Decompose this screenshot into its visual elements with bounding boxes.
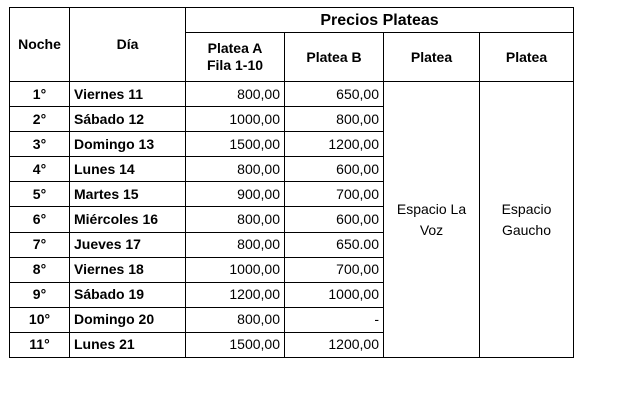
- cell-dia: Domingo 20: [69, 306, 186, 333]
- header-platea-c: Platea: [383, 32, 480, 82]
- table-row: 2° Sábado 12 1000,00 800,00: [9, 106, 574, 133]
- venue-espacio-gaucho-line2: Gaucho: [501, 221, 552, 238]
- table-row: 4° Lunes 14 800,00 600,00: [9, 156, 574, 183]
- cell-dia: Lunes 21: [69, 331, 186, 359]
- venue-espacio-la-voz-line1: Espacio La: [396, 200, 467, 217]
- cell-a: 800,00: [185, 306, 285, 333]
- cell-a: 1000,00: [185, 256, 285, 283]
- header-precios-plateas: Precios Plateas: [185, 7, 574, 33]
- table-row: 3° Domingo 13 1500,00 1200,00: [9, 131, 574, 158]
- table-row: 9° Sábado 19 1200,00 1000,00: [9, 281, 574, 308]
- cell-noche: 7°: [9, 231, 70, 258]
- cell-b: 600,00: [284, 206, 384, 233]
- table-row: 6° Miércoles 16 800,00 600,00: [9, 206, 574, 233]
- cell-dia: Miércoles 16: [69, 206, 186, 233]
- cell-b: 1200,00: [284, 131, 384, 158]
- cell-noche: 1°: [9, 80, 70, 108]
- cell-dia: Viernes 11: [69, 80, 186, 108]
- cell-dia: Domingo 13: [69, 131, 186, 158]
- cell-b: 800,00: [284, 106, 384, 133]
- venue-espacio-gaucho-line1: Espacio: [501, 200, 552, 217]
- cell-a: 900,00: [185, 181, 285, 208]
- cell-a: 1500,00: [185, 131, 285, 158]
- cell-a: 800,00: [185, 156, 285, 183]
- cell-noche: 3°: [9, 131, 70, 158]
- cell-b: 600,00: [284, 156, 384, 183]
- venue-espacio-la-voz-line2: Voz: [419, 221, 444, 238]
- cell-b: 700,00: [284, 181, 384, 208]
- cell-noche: 8°: [9, 256, 70, 283]
- cell-a: 1500,00: [185, 331, 285, 359]
- venue-espacio-la-voz: Espacio La Voz: [383, 80, 480, 359]
- cell-b: 650.00: [284, 231, 384, 258]
- cell-dia: Sábado 19: [69, 281, 186, 308]
- cell-a: 800,00: [185, 206, 285, 233]
- cell-b: 1000,00: [284, 281, 384, 308]
- table-row: 8° Viernes 18 1000,00 700,00: [9, 256, 574, 283]
- venue-espacio-gaucho: Espacio Gaucho: [479, 80, 574, 359]
- header-dia: Día: [69, 7, 186, 82]
- header-platea-d: Platea: [479, 32, 574, 82]
- cell-noche: 2°: [9, 106, 70, 133]
- cell-a: 800,00: [185, 80, 285, 108]
- table-row: 11° Lunes 21 1500,00 1200,00: [9, 331, 574, 359]
- table-row: 5° Martes 15 900,00 700,00: [9, 181, 574, 208]
- cell-b: 700,00: [284, 256, 384, 283]
- table-row: 7° Jueves 17 800,00 650.00: [9, 231, 574, 258]
- header-platea-a-line2: Fila 1-10: [206, 57, 264, 73]
- cell-dia: Viernes 18: [69, 256, 186, 283]
- cell-b: -: [284, 306, 384, 333]
- prices-table: Noche Día Precios Plateas Platea A Fila 1…: [9, 7, 574, 359]
- cell-dia: Martes 15: [69, 181, 186, 208]
- cell-dia: Sábado 12: [69, 106, 186, 133]
- cell-a: 1200,00: [185, 281, 285, 308]
- cell-dia: Lunes 14: [69, 156, 186, 183]
- cell-noche: 9°: [9, 281, 70, 308]
- cell-noche: 10°: [9, 306, 70, 333]
- cell-dia: Jueves 17: [69, 231, 186, 258]
- table-row: 1° Viernes 11 800,00 650,00 Espacio La Voz Esp…: [9, 80, 574, 359]
- cell-a: 800,00: [185, 231, 285, 258]
- cell-b: 1200,00: [284, 331, 384, 359]
- header-platea-a: Platea A Fila 1-10: [185, 32, 285, 82]
- cell-noche: 6°: [9, 206, 70, 233]
- cell-noche: 5°: [9, 181, 70, 208]
- header-platea-a-line1: Platea A: [207, 40, 263, 56]
- header-platea-b: Platea B: [284, 32, 384, 82]
- header-noche: Noche: [9, 7, 70, 82]
- cell-noche: 11°: [9, 331, 70, 359]
- cell-b: 650,00: [284, 80, 384, 108]
- cell-a: 1000,00: [185, 106, 285, 133]
- cell-noche: 4°: [9, 156, 70, 183]
- table-row: 10° Domingo 20 800,00-: [9, 306, 574, 333]
